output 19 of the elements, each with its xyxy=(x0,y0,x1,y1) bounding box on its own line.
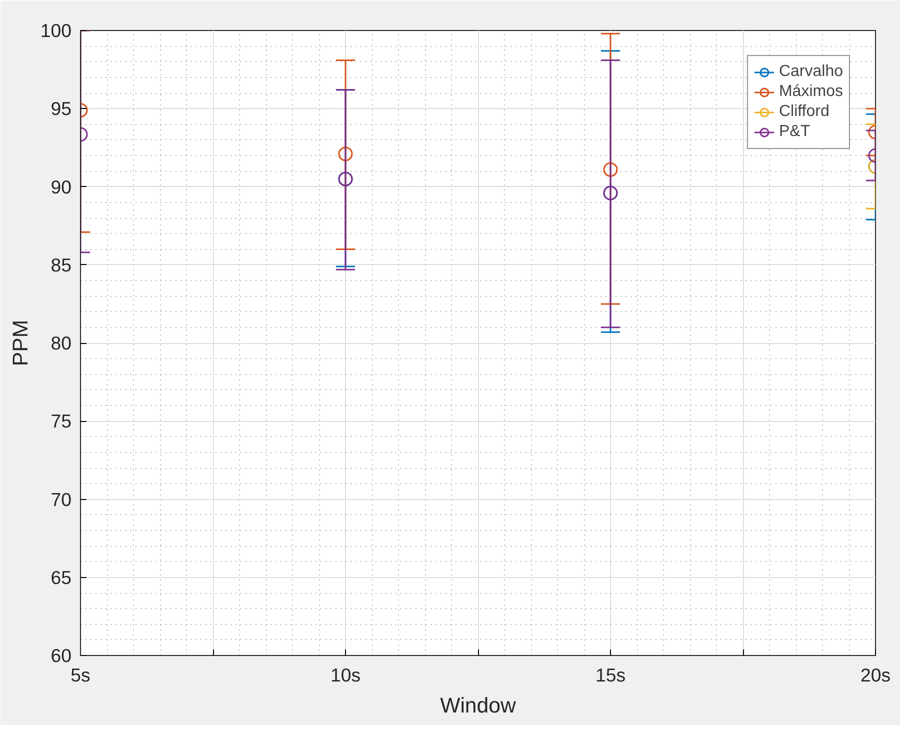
y-tick-label: 85 xyxy=(50,254,72,276)
y-tick-label: 65 xyxy=(50,566,72,588)
y-tick-label: 95 xyxy=(50,98,72,120)
y-tick-label: 70 xyxy=(50,488,72,510)
legend-label: Máximos xyxy=(778,83,843,101)
x-tick-label: 5s xyxy=(70,664,90,686)
y-tick-label: 60 xyxy=(50,645,72,666)
x-tick-label: 15s xyxy=(595,664,626,686)
x-tick-label: 20s xyxy=(860,664,891,686)
x-axis-title: Window xyxy=(440,694,517,718)
legend-label: Clifford xyxy=(778,103,830,121)
y-tick-label: 75 xyxy=(50,410,72,432)
y-tick-label: 90 xyxy=(50,176,72,198)
x-tick-label: 10s xyxy=(330,664,361,686)
y-axis-title: PPM xyxy=(8,320,32,366)
legend-label: P&T xyxy=(778,123,810,141)
y-tick-label: 100 xyxy=(40,20,72,41)
y-tick-label: 80 xyxy=(50,332,72,354)
legend-label: Carvalho xyxy=(778,63,843,81)
